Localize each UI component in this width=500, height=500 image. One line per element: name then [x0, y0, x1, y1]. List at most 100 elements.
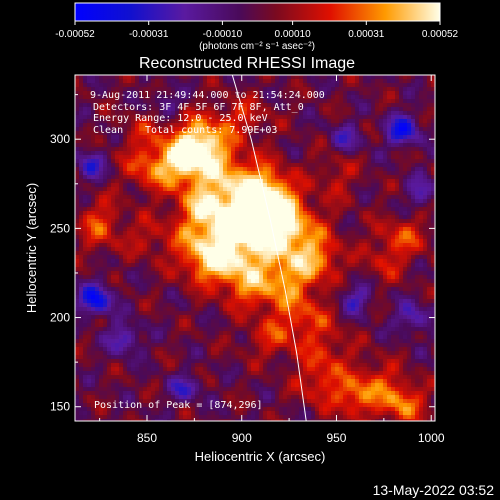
heatmap-cell: [79, 115, 84, 120]
heatmap-cell: [327, 279, 332, 284]
heatmap-cell: [259, 199, 264, 204]
heatmap-cell: [431, 279, 435, 284]
heatmap-cell: [291, 203, 296, 208]
heatmap-cell: [235, 199, 240, 204]
heatmap-cell: [203, 191, 208, 196]
heatmap-cell: [251, 163, 256, 168]
heatmap-cell: [191, 283, 196, 288]
heatmap-cell: [287, 235, 292, 240]
heatmap-cell: [99, 239, 104, 244]
heatmap-cell: [95, 123, 100, 128]
heatmap-cell: [415, 119, 420, 124]
heatmap-cell: [115, 219, 120, 224]
heatmap-cell: [99, 87, 104, 92]
heatmap-cell: [371, 183, 376, 188]
heatmap-cell: [223, 247, 228, 252]
heatmap-cell: [279, 235, 284, 240]
heatmap-cell: [211, 235, 216, 240]
heatmap-cell: [75, 287, 80, 292]
heatmap-cell: [119, 239, 124, 244]
heatmap-cell: [195, 107, 200, 112]
heatmap-cell: [395, 247, 400, 252]
heatmap-cell: [359, 271, 364, 276]
heatmap-cell: [395, 115, 400, 120]
heatmap-cell: [155, 259, 160, 264]
heatmap-cell: [143, 115, 148, 120]
heatmap-cell: [319, 239, 324, 244]
heatmap-cell: [211, 195, 216, 200]
heatmap-cell: [239, 179, 244, 184]
heatmap-cell: [279, 187, 284, 192]
heatmap-cell: [387, 127, 392, 132]
heatmap-cell: [319, 187, 324, 192]
heatmap-cell: [91, 171, 96, 176]
heatmap-cell: [167, 147, 172, 152]
heatmap-cell: [375, 139, 380, 144]
heatmap-cell: [311, 139, 316, 144]
heatmap-cell: [227, 83, 232, 88]
heatmap-cell: [115, 99, 120, 104]
heatmap-cell: [243, 275, 248, 280]
heatmap-cell: [95, 179, 100, 184]
heatmap-cell: [235, 143, 240, 148]
heatmap-cell: [279, 179, 284, 184]
heatmap-cell: [163, 87, 168, 92]
heatmap-cell: [227, 287, 232, 292]
heatmap-cell: [311, 291, 316, 296]
heatmap-cell: [295, 243, 300, 248]
heatmap-cell: [103, 87, 108, 92]
colorbar-gradient: [74, 2, 441, 22]
heatmap-cell: [343, 239, 348, 244]
heatmap-cell: [211, 159, 216, 164]
heatmap-cell: [159, 191, 164, 196]
heatmap-cell: [347, 283, 352, 288]
heatmap-cell: [275, 287, 280, 292]
heatmap-cell: [139, 147, 144, 152]
heatmap-cell: [307, 91, 312, 96]
heatmap-cell: [195, 239, 200, 244]
heatmap-cell: [379, 79, 384, 84]
heatmap-cell: [79, 163, 84, 168]
heatmap-cell: [303, 239, 308, 244]
heatmap-cell: [231, 103, 236, 108]
heatmap-cell: [315, 79, 320, 84]
heatmap-cell: [283, 283, 288, 288]
heatmap-cell: [159, 139, 164, 144]
heatmap-cell: [167, 103, 172, 108]
heatmap-cell: [379, 279, 384, 284]
heatmap-cell: [267, 167, 272, 172]
heatmap-cell: [131, 87, 136, 92]
heatmap-cell: [87, 119, 92, 124]
heatmap-cell: [171, 135, 176, 140]
heatmap-cell: [307, 175, 312, 180]
heatmap-cell: [171, 187, 176, 192]
heatmap-cell: [303, 95, 308, 100]
heatmap-cell: [427, 127, 432, 132]
heatmap-cell: [175, 135, 180, 140]
heatmap-cell: [283, 195, 288, 200]
heatmap-cell: [319, 115, 324, 120]
heatmap-cell: [339, 279, 344, 284]
heatmap-cell: [191, 231, 196, 236]
heatmap-cell: [207, 243, 212, 248]
heatmap-cell: [279, 87, 284, 92]
heatmap-cell: [79, 179, 84, 184]
heatmap-cell: [363, 231, 368, 236]
heatmap-cell: [315, 135, 320, 140]
heatmap-cell: [207, 135, 212, 140]
heatmap-cell: [251, 135, 256, 140]
heatmap-cell: [395, 271, 400, 276]
heatmap-cell: [311, 275, 316, 280]
heatmap-cell: [375, 111, 380, 116]
heatmap-cell: [327, 83, 332, 88]
heatmap-cell: [215, 203, 220, 208]
heatmap-cell: [423, 195, 428, 200]
heatmap-cell: [367, 179, 372, 184]
heatmap-cell: [331, 175, 336, 180]
heatmap-cell: [351, 95, 356, 100]
heatmap-cell: [391, 103, 396, 108]
heatmap-cell: [95, 135, 100, 140]
heatmap-cell: [83, 231, 88, 236]
heatmap-cell: [131, 131, 136, 136]
heatmap-cell: [79, 151, 84, 156]
